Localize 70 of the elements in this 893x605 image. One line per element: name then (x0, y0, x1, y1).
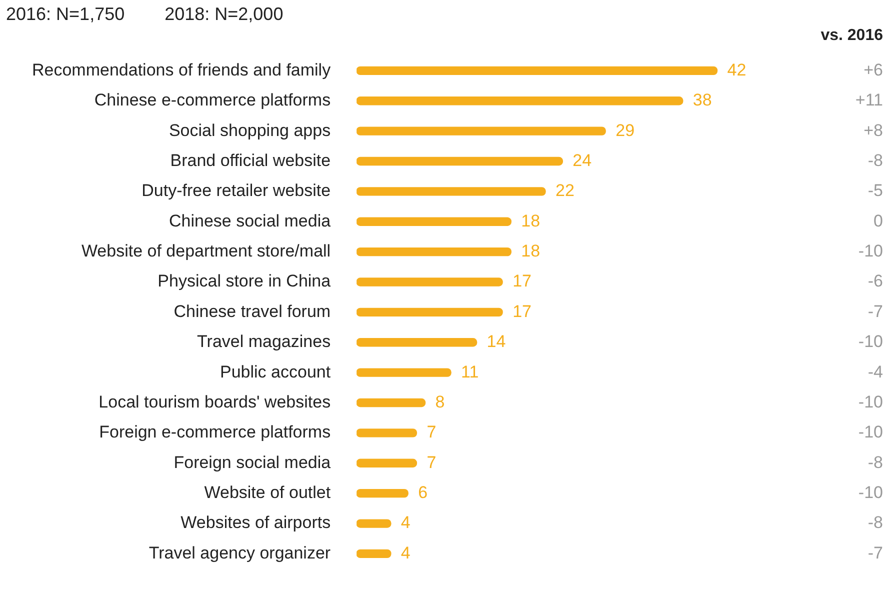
y-tick-label: Travel magazines (197, 332, 331, 352)
y-tick-label: Foreign social media (174, 452, 332, 472)
text: +6 (864, 60, 883, 80)
data-label: 29 (616, 120, 635, 140)
y-tick-label: Local tourism boards' websites (98, 392, 331, 412)
bar (356, 458, 418, 468)
bar (356, 66, 718, 76)
data-label: 11 (461, 362, 479, 382)
data-label: 6 (418, 483, 428, 502)
text: -8 (868, 513, 883, 532)
y-tick-label: Chinese social media (168, 211, 332, 230)
text: -7 (868, 543, 883, 562)
text: +8 (864, 120, 883, 140)
data-label: 18 (521, 242, 540, 261)
text: -10 (858, 242, 883, 261)
text: +11 (855, 90, 883, 110)
y-tick-label: Duty-free retailer website (142, 181, 331, 200)
y-tick-label: Chinese travel forum (174, 302, 331, 321)
text: -10 (858, 332, 883, 352)
bar (356, 489, 408, 498)
bar (356, 428, 418, 438)
text: -8 (868, 150, 883, 170)
bar (356, 187, 546, 196)
data-label: 18 (521, 211, 540, 230)
text: -10 (858, 422, 883, 442)
data-label: 22 (556, 181, 574, 200)
bar (356, 338, 478, 347)
text: -10 (858, 392, 883, 412)
y-tick-label: Foreign e-commerce platforms (99, 422, 331, 442)
bar (356, 156, 564, 166)
text: -5 (868, 181, 883, 200)
bar (356, 549, 392, 558)
y-tick-label: Chinese e-commerce platforms (94, 90, 331, 110)
data-label: 4 (400, 543, 410, 562)
y-tick-label: Brand official website (170, 150, 331, 170)
data-label: 7 (426, 452, 436, 472)
bar (356, 519, 392, 528)
text: -4 (868, 362, 883, 382)
bar (356, 217, 512, 226)
bar (356, 278, 503, 286)
y-tick-label: Travel agency organizer (148, 543, 331, 562)
data-label: 24 (572, 150, 592, 170)
data-label: 17 (512, 272, 532, 291)
data-label: 8 (435, 392, 445, 412)
text: -10 (858, 483, 883, 502)
y-tick-label: Social shopping apps (168, 120, 331, 140)
bar (356, 126, 606, 136)
data-label: 4 (400, 513, 410, 532)
text: -7 (868, 302, 883, 321)
data-label: 42 (727, 60, 746, 80)
bar (356, 308, 503, 317)
bar (356, 96, 684, 106)
text: -8 (868, 452, 883, 472)
bar (356, 368, 452, 377)
y-tick-label: Websites of airports (180, 513, 331, 532)
data-label: 38 (692, 90, 712, 110)
y-tick-label: Website of department store/mall (81, 242, 331, 261)
text: 2016: N=1,750 2018: N=2,000 (6, 4, 284, 24)
data-label: 14 (486, 332, 506, 352)
data-label: 7 (426, 422, 436, 442)
text: -6 (868, 272, 883, 291)
y-tick-label: Website of outlet (204, 483, 331, 502)
y-tick-label: Public account (220, 362, 331, 382)
text: 0 (874, 211, 883, 230)
y-tick-label: Physical store in China (158, 272, 332, 291)
bar (356, 398, 426, 408)
bar (356, 247, 512, 256)
data-label: 17 (512, 302, 532, 321)
text: vs. 2016 (820, 27, 884, 44)
y-tick-label: Recommendations of friends and family (32, 60, 332, 80)
